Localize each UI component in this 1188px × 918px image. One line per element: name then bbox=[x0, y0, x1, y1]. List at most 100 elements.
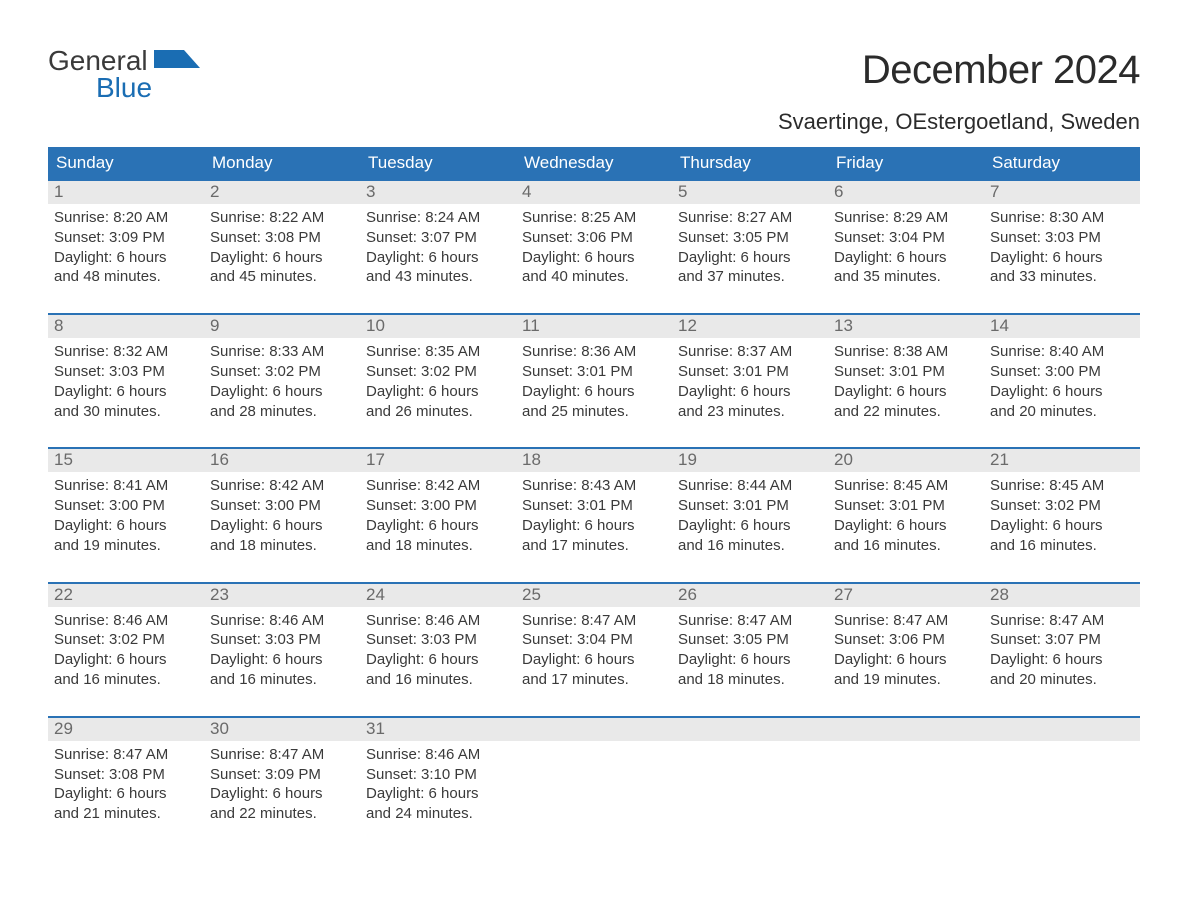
day-details: Sunrise: 8:46 AMSunset: 3:10 PMDaylight:… bbox=[366, 741, 510, 824]
day-number: 12 bbox=[678, 316, 697, 335]
day-number: 16 bbox=[210, 450, 229, 469]
sunrise-line: Sunrise: 8:46 AM bbox=[366, 745, 510, 765]
sunrise-line: Sunrise: 8:46 AM bbox=[210, 611, 354, 631]
daylight-line-2: and 30 minutes. bbox=[54, 402, 198, 422]
day-details: Sunrise: 8:38 AMSunset: 3:01 PMDaylight:… bbox=[834, 338, 978, 421]
daylight-line-1: Daylight: 6 hours bbox=[678, 248, 822, 268]
daylight-line-2: and 26 minutes. bbox=[366, 402, 510, 422]
day-number-bar: 29 bbox=[48, 718, 204, 741]
sunrise-line: Sunrise: 8:47 AM bbox=[522, 611, 666, 631]
daylight-line-1: Daylight: 6 hours bbox=[366, 784, 510, 804]
daylight-line-1: Daylight: 6 hours bbox=[522, 382, 666, 402]
day-number: 18 bbox=[522, 450, 541, 469]
sunrise-line: Sunrise: 8:20 AM bbox=[54, 208, 198, 228]
sunset-line: Sunset: 3:03 PM bbox=[54, 362, 198, 382]
day-number: 14 bbox=[990, 316, 1009, 335]
daylight-line-1: Daylight: 6 hours bbox=[366, 516, 510, 536]
day-number-bar: . bbox=[672, 718, 828, 741]
day-details: Sunrise: 8:45 AMSunset: 3:01 PMDaylight:… bbox=[834, 472, 978, 555]
calendar-day-empty: . bbox=[828, 718, 984, 832]
day-number-bar: 26 bbox=[672, 584, 828, 607]
day-details: Sunrise: 8:42 AMSunset: 3:00 PMDaylight:… bbox=[366, 472, 510, 555]
daylight-line-2: and 17 minutes. bbox=[522, 670, 666, 690]
calendar-day: 10Sunrise: 8:35 AMSunset: 3:02 PMDayligh… bbox=[360, 315, 516, 429]
daylight-line-1: Daylight: 6 hours bbox=[54, 248, 198, 268]
day-details: Sunrise: 8:29 AMSunset: 3:04 PMDaylight:… bbox=[834, 204, 978, 287]
day-number-bar: 18 bbox=[516, 449, 672, 472]
sunrise-line: Sunrise: 8:41 AM bbox=[54, 476, 198, 496]
day-details: Sunrise: 8:46 AMSunset: 3:03 PMDaylight:… bbox=[210, 607, 354, 690]
daylight-line-2: and 16 minutes. bbox=[54, 670, 198, 690]
day-details: Sunrise: 8:47 AMSunset: 3:06 PMDaylight:… bbox=[834, 607, 978, 690]
calendar-week-row: 22Sunrise: 8:46 AMSunset: 3:02 PMDayligh… bbox=[48, 582, 1140, 698]
sunrise-line: Sunrise: 8:42 AM bbox=[210, 476, 354, 496]
sunset-line: Sunset: 3:03 PM bbox=[990, 228, 1134, 248]
sunrise-line: Sunrise: 8:25 AM bbox=[522, 208, 666, 228]
day-details: Sunrise: 8:36 AMSunset: 3:01 PMDaylight:… bbox=[522, 338, 666, 421]
day-details: Sunrise: 8:37 AMSunset: 3:01 PMDaylight:… bbox=[678, 338, 822, 421]
day-details: Sunrise: 8:43 AMSunset: 3:01 PMDaylight:… bbox=[522, 472, 666, 555]
calendar-day: 31Sunrise: 8:46 AMSunset: 3:10 PMDayligh… bbox=[360, 718, 516, 832]
calendar-day: 1Sunrise: 8:20 AMSunset: 3:09 PMDaylight… bbox=[48, 181, 204, 295]
calendar: SundayMondayTuesdayWednesdayThursdayFrid… bbox=[48, 147, 1140, 832]
calendar-day: 12 Sunrise: 8:37 AMSunset: 3:01 PMDayligh… bbox=[672, 315, 828, 429]
sunset-line: Sunset: 3:04 PM bbox=[834, 228, 978, 248]
day-number-bar: 21 bbox=[984, 449, 1140, 472]
daylight-line-2: and 20 minutes. bbox=[990, 402, 1134, 422]
sunrise-line: Sunrise: 8:33 AM bbox=[210, 342, 354, 362]
daylight-line-2: and 21 minutes. bbox=[54, 804, 198, 824]
sunset-line: Sunset: 3:03 PM bbox=[366, 630, 510, 650]
sunrise-line: Sunrise: 8:46 AM bbox=[54, 611, 198, 631]
daylight-line-1: Daylight: 6 hours bbox=[366, 248, 510, 268]
sunrise-line: Sunrise: 8:47 AM bbox=[990, 611, 1134, 631]
sunset-line: Sunset: 3:06 PM bbox=[522, 228, 666, 248]
daylight-line-2: and 40 minutes. bbox=[522, 267, 666, 287]
daylight-line-1: Daylight: 6 hours bbox=[54, 382, 198, 402]
calendar-week-row: 8Sunrise: 8:32 AMSunset: 3:03 PMDaylight… bbox=[48, 313, 1140, 429]
brand-text: General Blue bbox=[48, 48, 152, 101]
day-number: 9 bbox=[210, 316, 219, 335]
sunrise-line: Sunrise: 8:35 AM bbox=[366, 342, 510, 362]
day-number-bar: 19 bbox=[672, 449, 828, 472]
calendar-day: 25Sunrise: 8:47 AMSunset: 3:04 PMDayligh… bbox=[516, 584, 672, 698]
calendar-day-empty: . bbox=[516, 718, 672, 832]
day-number: 30 bbox=[210, 719, 229, 738]
month-title: December 2024 bbox=[778, 48, 1140, 93]
daylight-line-2: and 22 minutes. bbox=[210, 804, 354, 824]
daylight-line-1: Daylight: 6 hours bbox=[990, 650, 1134, 670]
day-of-week-label: Thursday bbox=[672, 147, 828, 179]
day-number: 19 bbox=[678, 450, 697, 469]
calendar-day: 7Sunrise: 8:30 AMSunset: 3:03 PMDaylight… bbox=[984, 181, 1140, 295]
daylight-line-1: Daylight: 6 hours bbox=[990, 516, 1134, 536]
sunset-line: Sunset: 3:01 PM bbox=[678, 496, 822, 516]
day-details: Sunrise: 8:25 AMSunset: 3:06 PMDaylight:… bbox=[522, 204, 666, 287]
day-number: 3 bbox=[366, 182, 375, 201]
day-number: 11 bbox=[522, 316, 540, 335]
day-number-bar: 9 bbox=[204, 315, 360, 338]
daylight-line-1: Daylight: 6 hours bbox=[522, 516, 666, 536]
day-number-bar: . bbox=[516, 718, 672, 741]
day-details: Sunrise: 8:44 AMSunset: 3:01 PMDaylight:… bbox=[678, 472, 822, 555]
sunset-line: Sunset: 3:00 PM bbox=[366, 496, 510, 516]
sunset-line: Sunset: 3:02 PM bbox=[210, 362, 354, 382]
daylight-line-2: and 25 minutes. bbox=[522, 402, 666, 422]
sunrise-line: Sunrise: 8:38 AM bbox=[834, 342, 978, 362]
day-number: 2 bbox=[210, 182, 219, 201]
daylight-line-2: and 48 minutes. bbox=[54, 267, 198, 287]
sunrise-line: Sunrise: 8:47 AM bbox=[678, 611, 822, 631]
sunset-line: Sunset: 3:01 PM bbox=[522, 362, 666, 382]
daylight-line-1: Daylight: 6 hours bbox=[522, 650, 666, 670]
daylight-line-1: Daylight: 6 hours bbox=[210, 516, 354, 536]
daylight-line-1: Daylight: 6 hours bbox=[834, 248, 978, 268]
day-number: 24 bbox=[366, 585, 385, 604]
day-number: 10 bbox=[366, 316, 385, 335]
daylight-line-2: and 16 minutes. bbox=[990, 536, 1134, 556]
day-number-bar: 11 bbox=[516, 315, 672, 338]
daylight-line-1: Daylight: 6 hours bbox=[834, 516, 978, 536]
day-of-week-label: Tuesday bbox=[360, 147, 516, 179]
calendar-weeks: 1Sunrise: 8:20 AMSunset: 3:09 PMDaylight… bbox=[48, 179, 1140, 832]
day-number-bar: 15 bbox=[48, 449, 204, 472]
daylight-line-2: and 28 minutes. bbox=[210, 402, 354, 422]
daylight-line-2: and 24 minutes. bbox=[366, 804, 510, 824]
location-subtitle: Svaertinge, OEstergoetland, Sweden bbox=[778, 109, 1140, 135]
